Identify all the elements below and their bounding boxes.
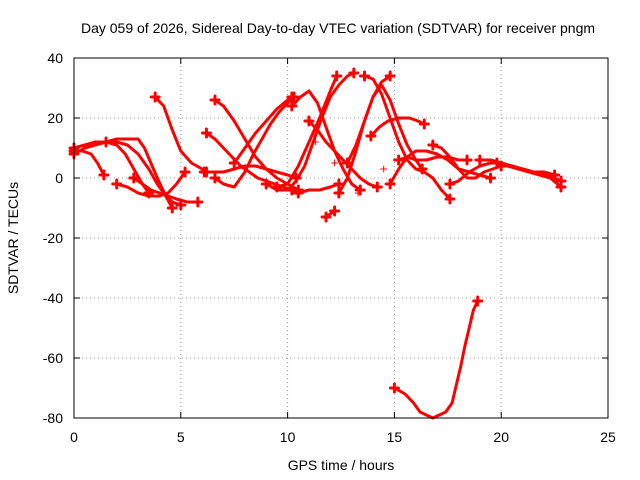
y-tick-label: 40 bbox=[47, 50, 63, 66]
x-tick-label: 15 bbox=[387, 429, 403, 445]
series-end-marker bbox=[472, 295, 484, 307]
data-series-track-16 bbox=[307, 119, 379, 189]
data-series-track-15 bbox=[290, 89, 362, 192]
x-tick-label: 5 bbox=[177, 429, 185, 445]
series-end-marker bbox=[418, 118, 430, 130]
data-series-track-14 bbox=[275, 74, 339, 189]
data-series-track-05 bbox=[104, 137, 174, 210]
series-start-marker bbox=[474, 154, 486, 166]
series-start-marker bbox=[341, 157, 353, 169]
series-start-marker bbox=[365, 130, 377, 142]
series-end-marker bbox=[485, 172, 497, 184]
series-start-marker bbox=[100, 136, 112, 148]
series-end-marker bbox=[286, 91, 298, 103]
data-series-track-06 bbox=[153, 95, 208, 174]
data-series-track-25 bbox=[431, 143, 503, 180]
series-end-marker bbox=[331, 70, 343, 82]
series-end-marker bbox=[461, 154, 473, 166]
x-tick-label: 10 bbox=[280, 429, 296, 445]
series-end-marker bbox=[549, 169, 561, 181]
series-start-marker bbox=[111, 178, 123, 190]
y-tick-label: -80 bbox=[43, 410, 63, 426]
series-end-marker bbox=[333, 178, 345, 190]
data-series-track-07 bbox=[132, 176, 200, 204]
series-end-marker bbox=[192, 196, 204, 208]
series-start-marker bbox=[333, 187, 345, 199]
y-tick-label: 0 bbox=[55, 170, 63, 186]
series-end-marker bbox=[384, 70, 396, 82]
x-tick-label: 20 bbox=[493, 429, 509, 445]
series-start-marker bbox=[292, 187, 304, 199]
data-series-track-03 bbox=[72, 149, 106, 177]
series-start-marker bbox=[149, 91, 161, 103]
series-start-marker bbox=[209, 172, 221, 184]
series-start-marker bbox=[491, 157, 503, 169]
series-end-marker bbox=[444, 193, 456, 205]
data-series-track-24 bbox=[397, 155, 469, 162]
data-series-track-29 bbox=[392, 299, 480, 420]
series-start-marker bbox=[200, 127, 212, 139]
series-start-marker bbox=[128, 172, 140, 184]
data-point bbox=[354, 189, 362, 197]
series-end-marker bbox=[166, 202, 178, 214]
series-start-marker bbox=[358, 70, 370, 82]
data-series-track-11 bbox=[213, 98, 300, 192]
x-tick-label: 0 bbox=[70, 429, 78, 445]
data-point bbox=[380, 165, 388, 173]
data-series-track-09 bbox=[202, 164, 298, 180]
x-axis-label: GPS time / hours bbox=[288, 457, 395, 473]
series-start-marker bbox=[388, 382, 400, 394]
series-start-marker bbox=[228, 157, 240, 169]
series-end-marker bbox=[179, 166, 191, 178]
series-start-marker bbox=[384, 178, 396, 190]
series-end-marker bbox=[175, 199, 187, 211]
series-start-marker bbox=[271, 181, 283, 193]
data-series-track-28 bbox=[495, 161, 563, 189]
series-start-marker bbox=[303, 115, 315, 127]
data-series-track-04 bbox=[115, 170, 187, 198]
data-series-track-10 bbox=[213, 95, 296, 189]
series-end-marker bbox=[98, 169, 110, 181]
axis-layer: 0 5 10 15 20 25 -80 -60 -40 -20 0 20 40 bbox=[43, 50, 616, 445]
series-start-marker bbox=[286, 100, 298, 112]
series-start-marker bbox=[260, 178, 272, 190]
series-start-marker bbox=[198, 166, 210, 178]
series-start-marker bbox=[427, 139, 439, 151]
y-axis-label: SDTVAR / TECUs bbox=[5, 182, 21, 294]
data-point bbox=[311, 138, 319, 146]
data-series-track-17 bbox=[296, 182, 341, 195]
series-start-marker bbox=[209, 94, 221, 106]
data-series-track-20 bbox=[337, 74, 392, 195]
y-tick-label: 20 bbox=[47, 110, 63, 126]
data-point bbox=[331, 159, 339, 167]
x-tick-label: 25 bbox=[600, 429, 616, 445]
data-series-track-02 bbox=[72, 140, 151, 195]
series-end-marker bbox=[348, 67, 360, 79]
data-layer bbox=[68, 67, 567, 420]
y-tick-label: -20 bbox=[43, 230, 63, 246]
y-tick-label: -60 bbox=[43, 350, 63, 366]
series-end-marker bbox=[371, 181, 383, 193]
data-series-track-22 bbox=[363, 74, 452, 201]
data-series-track-21 bbox=[369, 116, 426, 138]
series-start-marker bbox=[393, 154, 405, 166]
series-end-marker bbox=[555, 181, 567, 193]
series-end-marker bbox=[329, 205, 341, 217]
data-series-track-12 bbox=[232, 95, 294, 165]
data-series-track-23 bbox=[388, 149, 492, 186]
y-tick-label: -40 bbox=[43, 290, 63, 306]
series-start-marker bbox=[444, 178, 456, 190]
series-start-marker bbox=[320, 211, 332, 223]
chart-title: Day 059 of 2026, Sidereal Day-to-day VTE… bbox=[81, 20, 595, 36]
